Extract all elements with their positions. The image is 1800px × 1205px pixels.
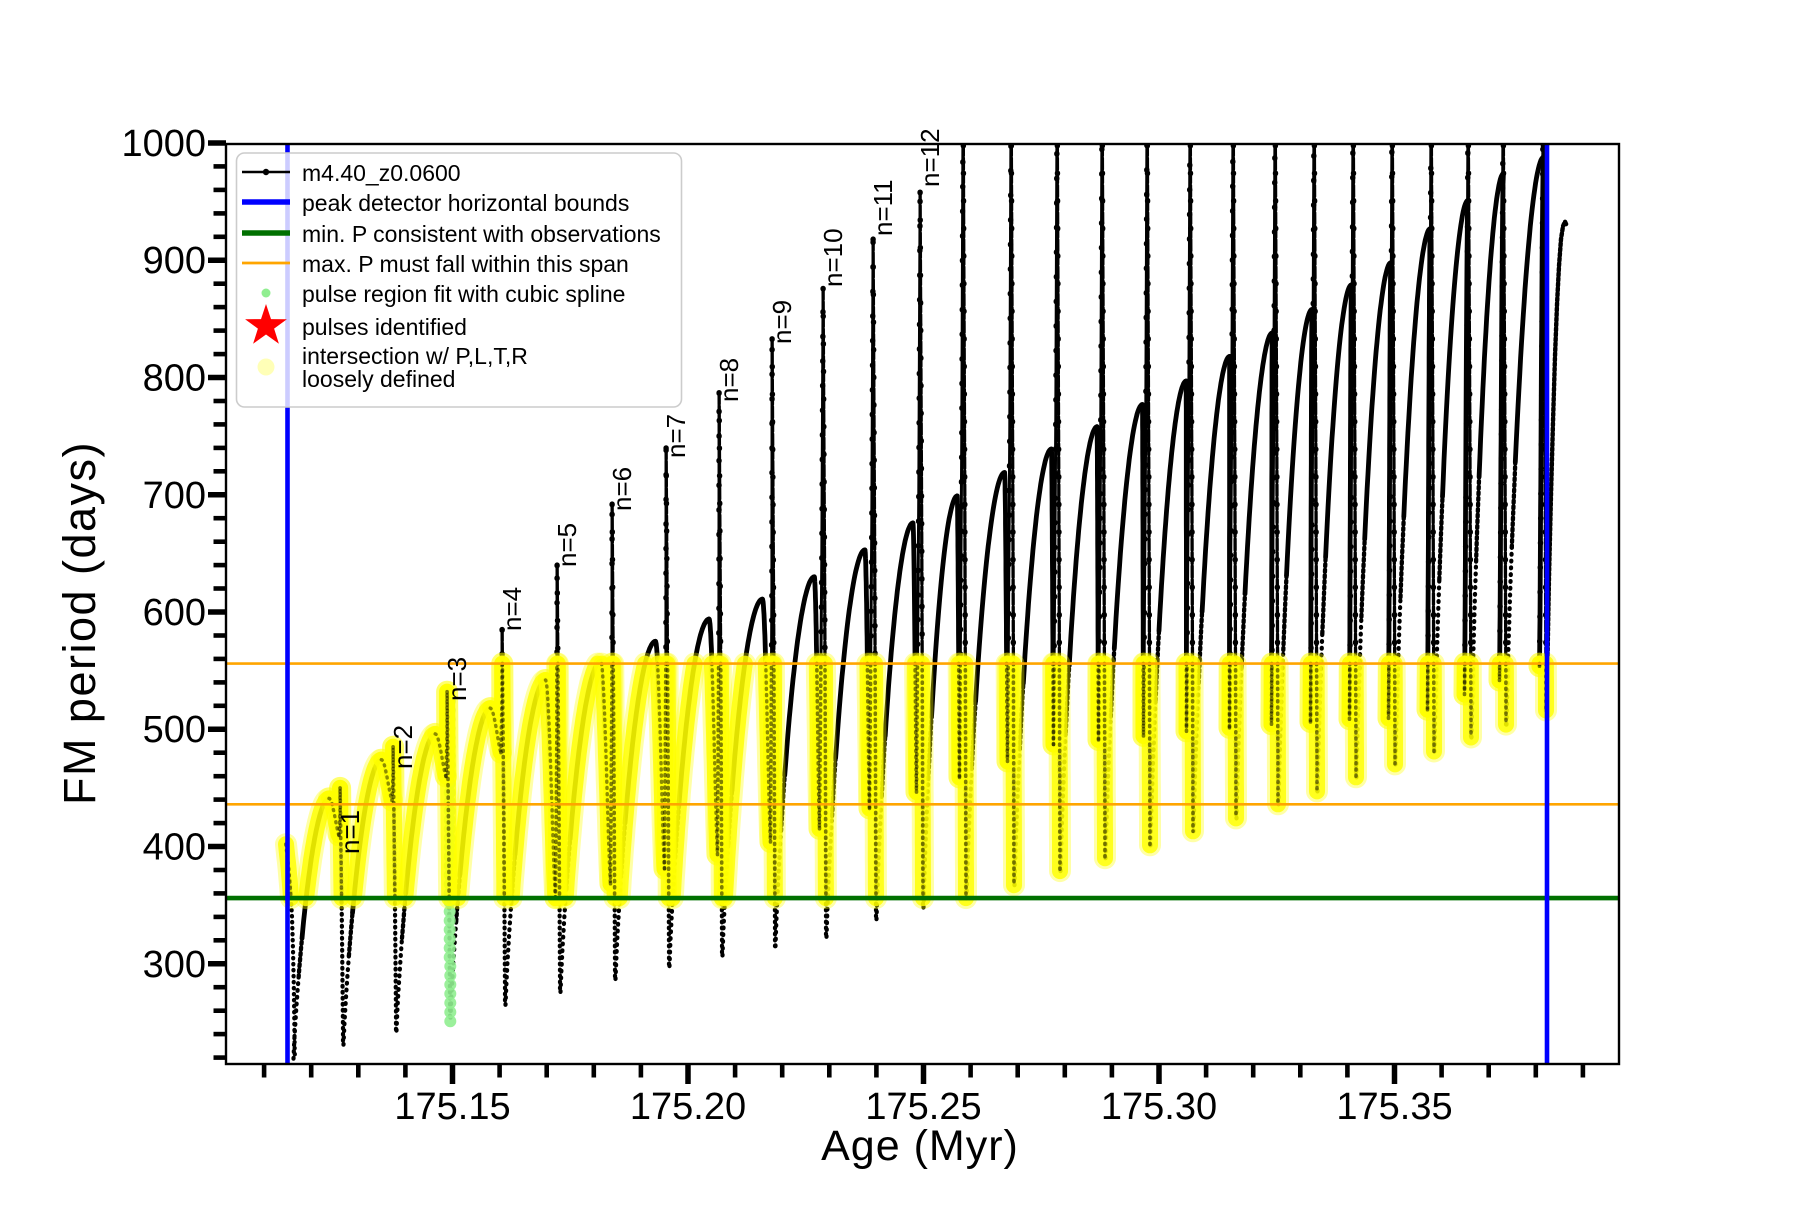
svg-text:n=6: n=6 — [607, 467, 637, 511]
svg-text:175.30: 175.30 — [1101, 1086, 1217, 1128]
svg-text:300: 300 — [143, 944, 206, 986]
svg-text:min. P consistent with observa: min. P consistent with observations — [302, 221, 661, 247]
svg-text:FM period (days): FM period (days) — [54, 441, 105, 805]
svg-text:m4.40_z0.0600: m4.40_z0.0600 — [302, 160, 461, 186]
svg-text:n=1: n=1 — [335, 810, 365, 854]
svg-text:peak detector horizontal bound: peak detector horizontal bounds — [302, 190, 629, 216]
svg-text:700: 700 — [143, 475, 206, 517]
svg-text:loosely defined: loosely defined — [302, 366, 455, 392]
svg-text:175.15: 175.15 — [394, 1086, 510, 1128]
svg-text:800: 800 — [143, 358, 206, 400]
svg-text:400: 400 — [143, 827, 206, 869]
svg-text:n=3: n=3 — [442, 657, 472, 701]
svg-text:n=7: n=7 — [661, 414, 691, 458]
svg-text:500: 500 — [143, 709, 206, 751]
svg-text:600: 600 — [143, 592, 206, 634]
svg-text:pulses identified: pulses identified — [302, 314, 467, 340]
svg-text:n=5: n=5 — [552, 523, 582, 567]
svg-text:pulse region fit with cubic sp: pulse region fit with cubic spline — [302, 281, 625, 307]
svg-text:n=12: n=12 — [915, 128, 945, 187]
svg-text:n=8: n=8 — [714, 358, 744, 402]
svg-text:175.25: 175.25 — [865, 1086, 981, 1128]
svg-text:n=9: n=9 — [767, 300, 797, 344]
svg-text:n=10: n=10 — [818, 228, 848, 287]
svg-text:175.35: 175.35 — [1336, 1086, 1452, 1128]
svg-text:Age (Myr): Age (Myr) — [821, 1122, 1019, 1170]
svg-text:intersection w/ P,L,T,R: intersection w/ P,L,T,R — [302, 343, 528, 369]
svg-text:n=2: n=2 — [388, 725, 418, 769]
svg-text:1000: 1000 — [121, 123, 206, 165]
svg-text:max. P must fall within this s: max. P must fall within this span — [302, 251, 629, 277]
svg-text:900: 900 — [143, 240, 206, 282]
svg-text:175.20: 175.20 — [630, 1086, 746, 1128]
svg-text:n=4: n=4 — [497, 587, 527, 631]
svg-text:n=11: n=11 — [868, 179, 898, 236]
